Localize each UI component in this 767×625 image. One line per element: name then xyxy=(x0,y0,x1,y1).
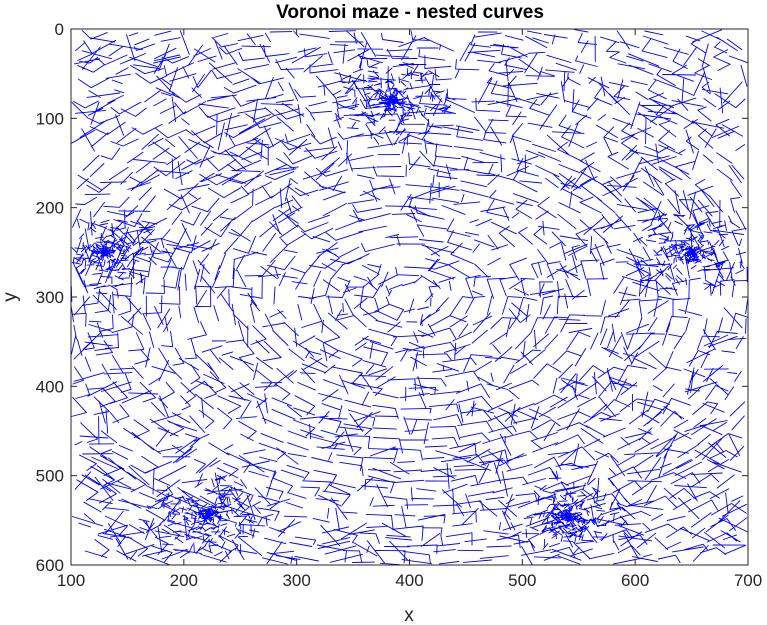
y-tick-label: 300 xyxy=(36,288,64,307)
y-tick-label: 100 xyxy=(36,109,64,128)
y-tick-label: 400 xyxy=(36,377,64,396)
x-tick-label: 300 xyxy=(282,571,310,590)
x-tick-label: 600 xyxy=(621,571,649,590)
x-axis-label: x xyxy=(404,605,414,625)
y-tick-label: 600 xyxy=(36,556,64,575)
chart-title: Voronoi maze - nested curves xyxy=(276,2,544,23)
y-tick-label: 500 xyxy=(36,467,64,486)
maze-plot xyxy=(70,29,749,566)
y-axis: 0 100 200 300 400 500 600 xyxy=(36,20,748,575)
x-tick-label: 100 xyxy=(57,571,85,590)
x-tick-label: 200 xyxy=(170,571,198,590)
y-tick-label: 200 xyxy=(36,199,64,218)
x-tick-label: 500 xyxy=(508,571,536,590)
maze-edges xyxy=(70,29,749,566)
x-tick-label: 400 xyxy=(395,571,423,590)
y-axis-label: y xyxy=(0,292,21,302)
x-axis: 100 200 300 400 500 600 700 xyxy=(57,29,762,590)
y-tick-label: 0 xyxy=(55,20,64,39)
x-tick-label: 700 xyxy=(734,571,762,590)
